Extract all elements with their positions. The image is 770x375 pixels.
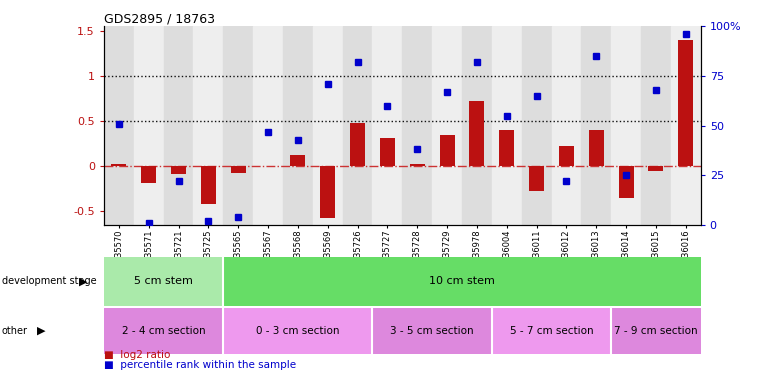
Bar: [403, 26, 432, 225]
Bar: [648, 166, 664, 171]
Bar: [253, 26, 283, 225]
Bar: [141, 166, 156, 183]
Bar: [201, 166, 216, 204]
Bar: [193, 26, 223, 225]
Bar: [104, 257, 223, 306]
Bar: [641, 26, 671, 225]
Text: ■  percentile rank within the sample: ■ percentile rank within the sample: [104, 360, 296, 370]
Bar: [559, 146, 574, 166]
Bar: [171, 166, 186, 174]
Bar: [492, 308, 611, 354]
Text: 5 cm stem: 5 cm stem: [134, 276, 193, 286]
Bar: [618, 166, 634, 198]
Bar: [589, 130, 604, 166]
Bar: [373, 308, 492, 354]
Bar: [671, 26, 701, 225]
Text: ▶: ▶: [37, 326, 45, 336]
Bar: [283, 26, 313, 225]
Bar: [529, 166, 544, 190]
Bar: [112, 164, 126, 166]
Bar: [492, 26, 522, 225]
Bar: [581, 26, 611, 225]
Bar: [611, 308, 701, 354]
Text: 3 - 5 cm section: 3 - 5 cm section: [390, 326, 474, 336]
Bar: [104, 308, 223, 354]
Bar: [470, 101, 484, 166]
Text: 10 cm stem: 10 cm stem: [429, 276, 495, 286]
Bar: [290, 155, 306, 166]
Bar: [231, 166, 246, 172]
Bar: [350, 123, 365, 166]
Bar: [343, 26, 373, 225]
Bar: [380, 138, 395, 166]
Bar: [462, 26, 492, 225]
Text: other: other: [2, 326, 28, 336]
Bar: [678, 40, 693, 166]
Text: 0 - 3 cm section: 0 - 3 cm section: [256, 326, 340, 336]
Bar: [432, 26, 462, 225]
Bar: [440, 135, 454, 166]
Text: ■  log2 ratio: ■ log2 ratio: [104, 350, 170, 360]
Bar: [499, 130, 514, 166]
Text: 7 - 9 cm section: 7 - 9 cm section: [614, 326, 698, 336]
Text: 2 - 4 cm section: 2 - 4 cm section: [122, 326, 206, 336]
Text: ▶: ▶: [79, 276, 88, 286]
Bar: [223, 26, 253, 225]
Bar: [410, 165, 425, 166]
Bar: [134, 26, 163, 225]
Bar: [104, 26, 134, 225]
Bar: [373, 26, 402, 225]
Bar: [551, 26, 581, 225]
Bar: [320, 166, 335, 218]
Text: development stage: development stage: [2, 276, 96, 286]
Bar: [223, 257, 701, 306]
Bar: [522, 26, 551, 225]
Text: GDS2895 / 18763: GDS2895 / 18763: [104, 12, 215, 25]
Text: 5 - 7 cm section: 5 - 7 cm section: [510, 326, 594, 336]
Bar: [611, 26, 641, 225]
Bar: [223, 308, 373, 354]
Bar: [313, 26, 343, 225]
Bar: [163, 26, 193, 225]
